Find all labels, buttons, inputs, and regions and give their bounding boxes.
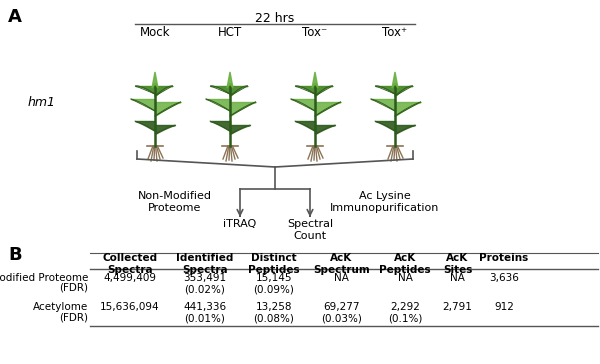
Text: Tox⁻: Tox⁻ [302,26,328,39]
Text: A: A [8,8,22,26]
Text: Tox⁺: Tox⁺ [382,26,407,39]
Text: NA: NA [398,273,412,283]
Text: 2,292
(0.1%): 2,292 (0.1%) [388,302,422,324]
Text: 22 hrs: 22 hrs [256,12,295,25]
Text: 2,791: 2,791 [443,302,472,312]
Text: iTRAQ: iTRAQ [223,219,257,229]
Text: Proteins: Proteins [479,253,529,263]
Text: NA: NA [334,273,349,283]
Polygon shape [152,72,158,88]
Text: B: B [8,246,22,264]
Text: (FDR): (FDR) [59,283,88,293]
Text: 15,636,094: 15,636,094 [100,302,160,312]
Text: HCT: HCT [218,26,242,39]
Text: 3,636: 3,636 [489,273,519,283]
Text: Ac Lysine
Immunopurification: Ac Lysine Immunopurification [331,191,440,213]
Text: Identified
Spectra: Identified Spectra [176,253,233,274]
Text: Non-Modified Proteome: Non-Modified Proteome [0,273,88,283]
Text: 15,145
(0.09%): 15,145 (0.09%) [254,273,295,294]
Text: Mock: Mock [140,26,170,39]
Text: NA: NA [450,273,465,283]
Text: (FDR): (FDR) [59,312,88,322]
Text: AcK
Spectrum: AcK Spectrum [313,253,370,274]
Text: 912: 912 [494,302,514,312]
Text: 4,499,409: 4,499,409 [104,273,157,283]
Text: Non-Modified
Proteome: Non-Modified Proteome [138,191,212,213]
Text: hm1: hm1 [28,95,56,108]
Text: Acetylome: Acetylome [33,302,88,312]
Text: Collected
Spectra: Collected Spectra [103,253,158,274]
Text: 69,277
(0.03%): 69,277 (0.03%) [321,302,362,324]
Polygon shape [227,72,233,88]
Text: 441,336
(0.01%): 441,336 (0.01%) [184,302,227,324]
Text: Distinct
Peptides: Distinct Peptides [248,253,300,274]
Text: AcK
Sites: AcK Sites [443,253,472,274]
Polygon shape [312,72,318,88]
Text: 353,491
(0.02%): 353,491 (0.02%) [184,273,227,294]
Text: 13,258
(0.08%): 13,258 (0.08%) [254,302,295,324]
Text: AcK
Peptides: AcK Peptides [379,253,431,274]
Text: Spectral
Count: Spectral Count [287,219,333,241]
Polygon shape [392,72,398,88]
